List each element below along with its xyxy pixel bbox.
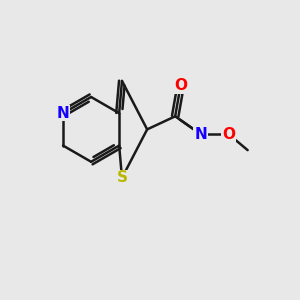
Text: O: O <box>174 78 187 93</box>
Text: N: N <box>194 127 207 142</box>
Text: S: S <box>116 170 128 185</box>
Text: N: N <box>57 106 69 121</box>
Text: O: O <box>222 127 235 142</box>
